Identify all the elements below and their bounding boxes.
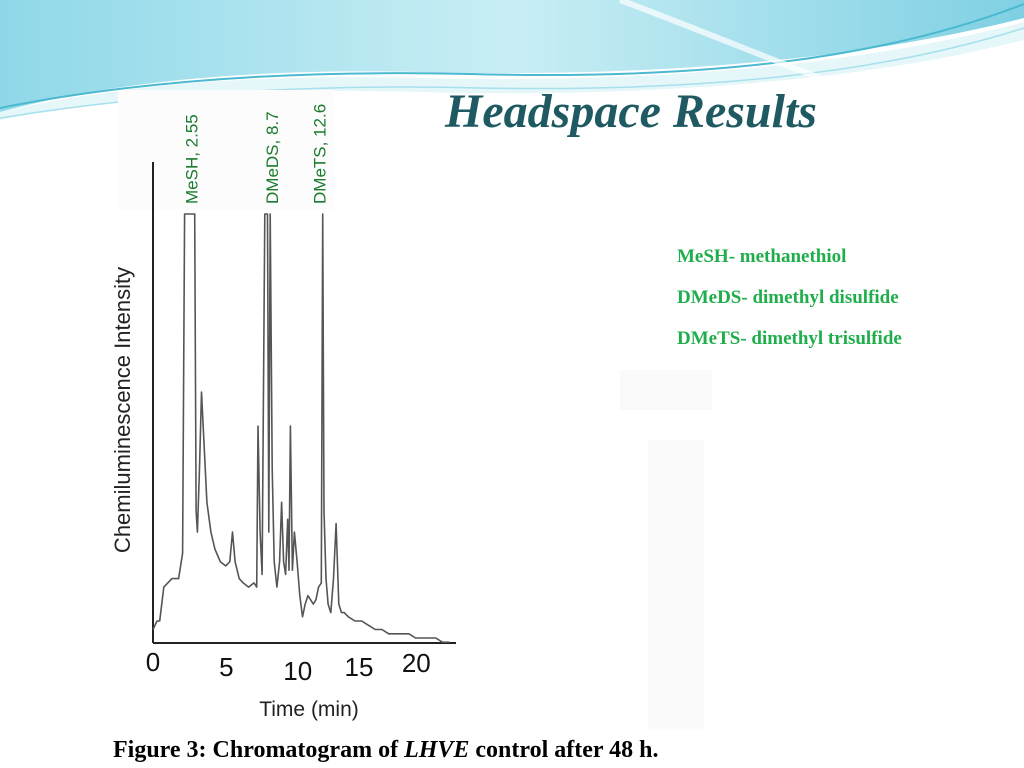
x-tick-label: 0: [146, 647, 160, 677]
legend-item-dmeds: DMeDS- dimethyl disulfide: [677, 287, 899, 308]
chart-axes: [152, 162, 456, 644]
peak-label: DMeTS, 12.6: [311, 104, 330, 204]
peak-label: DMeDS, 8.7: [263, 111, 282, 204]
background-patch: [620, 370, 712, 410]
y-axis-title: Chemiluminescence Intensity: [110, 267, 135, 553]
caption-suffix: control after 48 h.: [475, 737, 659, 763]
abbreviation-legend: MeSH- methanethiol DMeDS- dimethyl disul…: [677, 236, 902, 359]
x-tick-label: 10: [283, 656, 312, 686]
peak-label: MeSH, 2.55: [182, 114, 201, 204]
chromatogram-trace: [152, 213, 450, 644]
background-patch: [648, 440, 704, 730]
slide-title: Headspace Results: [445, 85, 817, 138]
figure-caption: Figure 3: Chromatogram of LHVE control a…: [113, 737, 659, 764]
chromatogram-chart: 0 5 10 15 20 MeSH, 2.55 DMeDS, 8.7 DMeTS, 12.6…: [110, 104, 456, 721]
caption-sample-name: LHVE: [404, 737, 470, 763]
x-axis-title: Time (min): [259, 698, 359, 721]
caption-prefix: Figure 3: Chromatogram of: [113, 737, 399, 763]
x-tick-label: 15: [345, 652, 374, 682]
legend-item-dmets: DMeTS- dimethyl trisulfide: [677, 328, 902, 349]
x-tick-label: 20: [402, 648, 431, 678]
x-tick-label: 5: [219, 652, 233, 682]
legend-item-mesh: MeSH- methanethiol: [677, 246, 847, 267]
